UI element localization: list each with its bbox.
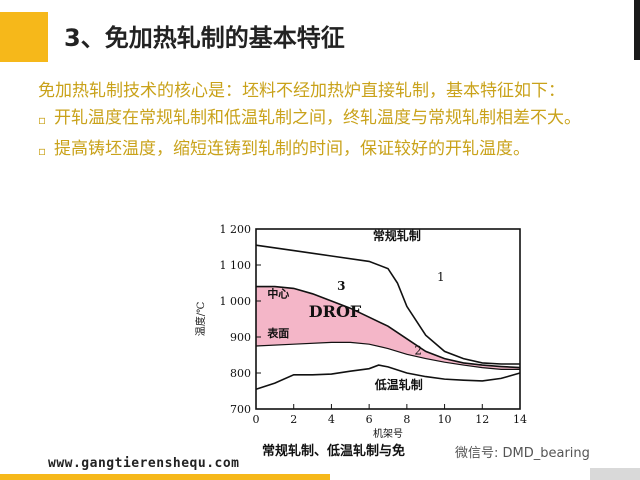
wechat-watermark: 微信号: DMD_bearing <box>455 446 590 461</box>
x-tick-label: 0 <box>253 413 260 426</box>
body-text: 免加热轧制技术的核心是：坯料不经加热炉直接轧制，基本特征如下： ▫ 开轧温度在常… <box>38 82 608 171</box>
y-tick-label: 1 000 <box>220 295 252 308</box>
footer-accent-bar <box>0 474 330 480</box>
surface-label: 表面 <box>266 326 289 340</box>
drof-label: DROF <box>309 302 362 321</box>
bullet-item: ▫ 提高铸坯温度，缩短连铸到轧制的时间，保证较好的开轧温度。 <box>38 140 608 161</box>
footer-decoration <box>590 468 640 480</box>
series-line-2 <box>255 364 521 390</box>
slide-title: 3、免加热轧制的基本特征 <box>64 24 345 52</box>
x-tick-label: 12 <box>475 413 489 426</box>
series-number-3: 3 <box>337 279 345 293</box>
series-line-3 <box>256 285 521 369</box>
x-tick-label: 8 <box>403 413 410 426</box>
series-line-4 <box>255 341 520 370</box>
y-tick-label: 900 <box>230 331 251 344</box>
series-number-2: 2 <box>414 343 422 357</box>
series-label-conventional: 常规轧制 <box>373 228 421 243</box>
footer-url: www.gangtierenshequ.com <box>48 456 240 471</box>
x-axis-label: 机架号 <box>373 427 403 440</box>
y-tick-label: 1 200 <box>220 223 252 236</box>
y-tick-label: 1 100 <box>220 259 252 272</box>
bullet-square-icon: ▫ <box>38 113 47 127</box>
y-tick-label: 700 <box>230 403 251 416</box>
y-tick-label: 800 <box>230 367 251 380</box>
series-number-1: 1 <box>437 270 445 284</box>
x-tick-label: 10 <box>438 413 452 426</box>
bullet-item: ▫ 开轧温度在常规轧制和低温轧制之间，终轧温度与常规轧制相差不大。 <box>38 109 608 130</box>
intro-text: 免加热轧制技术的核心是：坯料不经加热炉直接轧制，基本特征如下： <box>38 81 565 101</box>
bullet-text: 提高铸坯温度，缩短连铸到轧制的时间，保证较好的开轧温度。 <box>54 139 530 159</box>
right-edge-strip <box>634 0 640 60</box>
chart-caption: 常规轧制、低温轧制与免 <box>262 443 405 459</box>
bullet-text: 开轧温度在常规轧制和低温轧制之间，终轧温度与常规轧制相差不大。 <box>54 108 581 128</box>
y-axis-label: 温度/℃ <box>194 302 207 337</box>
bullet-square-icon: ▫ <box>38 144 47 158</box>
plot-frame <box>255 228 521 410</box>
title-accent-bar <box>0 12 48 62</box>
x-tick-label: 2 <box>290 413 297 426</box>
x-tick-label: 4 <box>328 413 335 426</box>
drof-region <box>256 286 520 370</box>
x-tick-label: 14 <box>513 413 527 426</box>
series-label-lowtemp: 低温轧制 <box>374 377 423 392</box>
center-label: 中心 <box>267 286 289 300</box>
x-tick-label: 6 <box>366 413 373 426</box>
series-line-1 <box>255 244 520 365</box>
